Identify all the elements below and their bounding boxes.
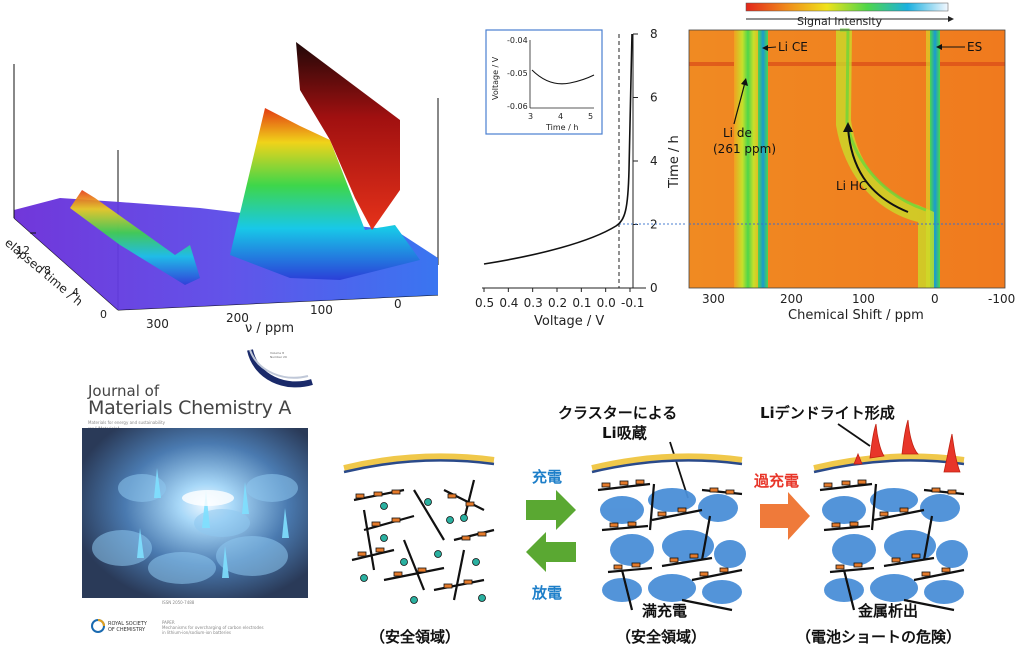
journal-cover: Journal of Materials Chemistry A Materia… — [82, 349, 313, 638]
state2-caption-line2: （安全領域） — [616, 628, 706, 646]
inset-y-label: Voltage / V — [491, 56, 500, 100]
charge-label: 充電 — [532, 468, 562, 486]
cluster-storage-line2: Li吸蔵 — [602, 424, 647, 442]
voltage-x-tick: 0.4 — [499, 296, 518, 310]
wf-x-tick: 100 — [310, 303, 333, 317]
state3-caption-line1: 金属析出 — [857, 602, 918, 620]
waterfall-plot: 12 8 4 0 elapsed time / h 300 200 100 0 … — [2, 42, 439, 336]
inset-x-tick: 4 — [558, 112, 563, 121]
li-ce-band — [758, 30, 768, 288]
wf-y-tick: 4 — [72, 286, 79, 299]
wf-y-tick: 12 — [16, 244, 30, 257]
voltage-x-tick: -0.1 — [621, 296, 644, 310]
hm-x-tick: 100 — [852, 292, 875, 306]
voltage-x-tick: 0.0 — [597, 296, 616, 310]
waterfall-x-ticks: 300 200 100 0 — [146, 297, 402, 331]
state2-caption-line1: 満充電 — [642, 602, 687, 620]
colorbar — [745, 2, 949, 12]
journal-name-line1: Journal of — [88, 382, 160, 400]
state-dendrite — [813, 419, 968, 612]
state-charged — [591, 453, 746, 612]
cover-swoosh: Volume 8 Number 29 — [247, 349, 313, 388]
voltage-x-tick: 0.1 — [572, 296, 591, 310]
hm-x-tick: 200 — [780, 292, 803, 306]
voltage-y-tick: 0 — [650, 281, 658, 295]
dendrite-label: Liデンドライト形成 — [760, 404, 895, 422]
es-band — [930, 30, 940, 288]
colorbar-label: Signal Intensity — [797, 15, 883, 28]
hm-x-tick: -100 — [988, 292, 1015, 306]
heatmap-x-label: Chemical Shift / ppm — [788, 308, 924, 323]
wf-x-tick: 200 — [226, 311, 249, 325]
wf-x-tick: 0 — [394, 297, 402, 311]
inset-y-tick: -0.04 — [507, 36, 528, 45]
li-de-label: Li de — [723, 126, 752, 140]
inset-y-tick: -0.06 — [507, 102, 528, 111]
voltage-x-label: Voltage / V — [534, 314, 604, 329]
waterfall-y-ticks: 12 8 4 0 — [16, 232, 107, 321]
state1-caption: （安全領域） — [370, 628, 460, 646]
waterfall-ridge-small — [70, 190, 200, 285]
publisher-line2: OF CHEMISTRY — [108, 627, 146, 633]
voltage-y-tick: 4 — [650, 154, 658, 168]
mechanism-scheme: クラスターによる Li吸蔵 Liデンドライト形成 充電 放電 — [343, 404, 968, 646]
li-de-band — [734, 30, 762, 288]
heatmap-plot: Signal Intensity Li CE ES Li de (261 ppm… — [688, 2, 1015, 323]
wf-y-tick: 8 — [44, 264, 51, 277]
voltage-x-tick: 0.5 — [475, 296, 494, 310]
voltage-inset — [485, 29, 603, 135]
svg-text:Volume 8: Volume 8 — [270, 351, 284, 355]
voltage-y-tick: 8 — [650, 27, 658, 41]
waterfall-ridge-peak — [296, 42, 400, 230]
discharge-arrow-icon — [526, 532, 576, 572]
hm-x-tick: 300 — [702, 292, 725, 306]
hm-x-tick: 0 — [931, 292, 939, 306]
voltage-x-tick: 0.3 — [524, 296, 543, 310]
dendrite-icon — [853, 419, 961, 473]
journal-name-line2: Materials Chemistry A — [88, 397, 292, 419]
inset-x-tick: 5 — [588, 112, 593, 121]
inset-curve — [531, 69, 595, 85]
state3-caption-line2: （電池ショートの危険） — [796, 628, 961, 646]
overcharge-label: 過充電 — [753, 472, 799, 490]
state-discharged — [343, 453, 495, 604]
voltage-plot: 0.5 0.4 0.3 0.2 0.1 0.0 -0.1 0 2 4 6 8 Voltage / V… — [475, 27, 685, 329]
voltage-curve — [483, 33, 633, 265]
svg-text:Number 29: Number 29 — [270, 355, 287, 359]
voltage-x-ticks: 0.5 0.4 0.3 0.2 0.1 0.0 -0.1 — [475, 288, 644, 310]
inset-x-label: Time / h — [545, 123, 578, 132]
voltage-y-label: Time / h — [667, 135, 682, 189]
voltage-y-tick: 2 — [650, 218, 658, 232]
wf-y-tick: 0 — [100, 308, 107, 321]
discharge-label: 放電 — [531, 584, 562, 602]
voltage-y-tick: 6 — [650, 91, 658, 105]
inset-x-tick: 3 — [528, 112, 533, 121]
voltage-x-tick: 0.2 — [548, 296, 567, 310]
voltage-y-ticks: 0 2 4 6 8 — [633, 27, 658, 295]
charge-arrow-icon — [526, 490, 576, 530]
overcharge-arrow-icon — [760, 492, 810, 540]
li-hc-band — [836, 30, 934, 288]
inset-y-tick: -0.05 — [507, 69, 528, 78]
li-ce-label: Li CE — [778, 40, 808, 54]
li-de-ppm-label: (261 ppm) — [713, 142, 776, 156]
es-label: ES — [967, 40, 982, 54]
li-hc-label: Li HC — [836, 179, 867, 193]
wf-x-tick: 300 — [146, 317, 169, 331]
waterfall-ridge-main — [230, 108, 420, 280]
rsc-logo-icon — [91, 619, 105, 633]
publisher-line1: ROYAL SOCIETY — [108, 621, 147, 627]
waterfall-x-label: ν / ppm — [245, 321, 294, 336]
cluster-storage-line1: クラスターによる — [558, 404, 677, 422]
cover-artwork — [82, 428, 308, 598]
